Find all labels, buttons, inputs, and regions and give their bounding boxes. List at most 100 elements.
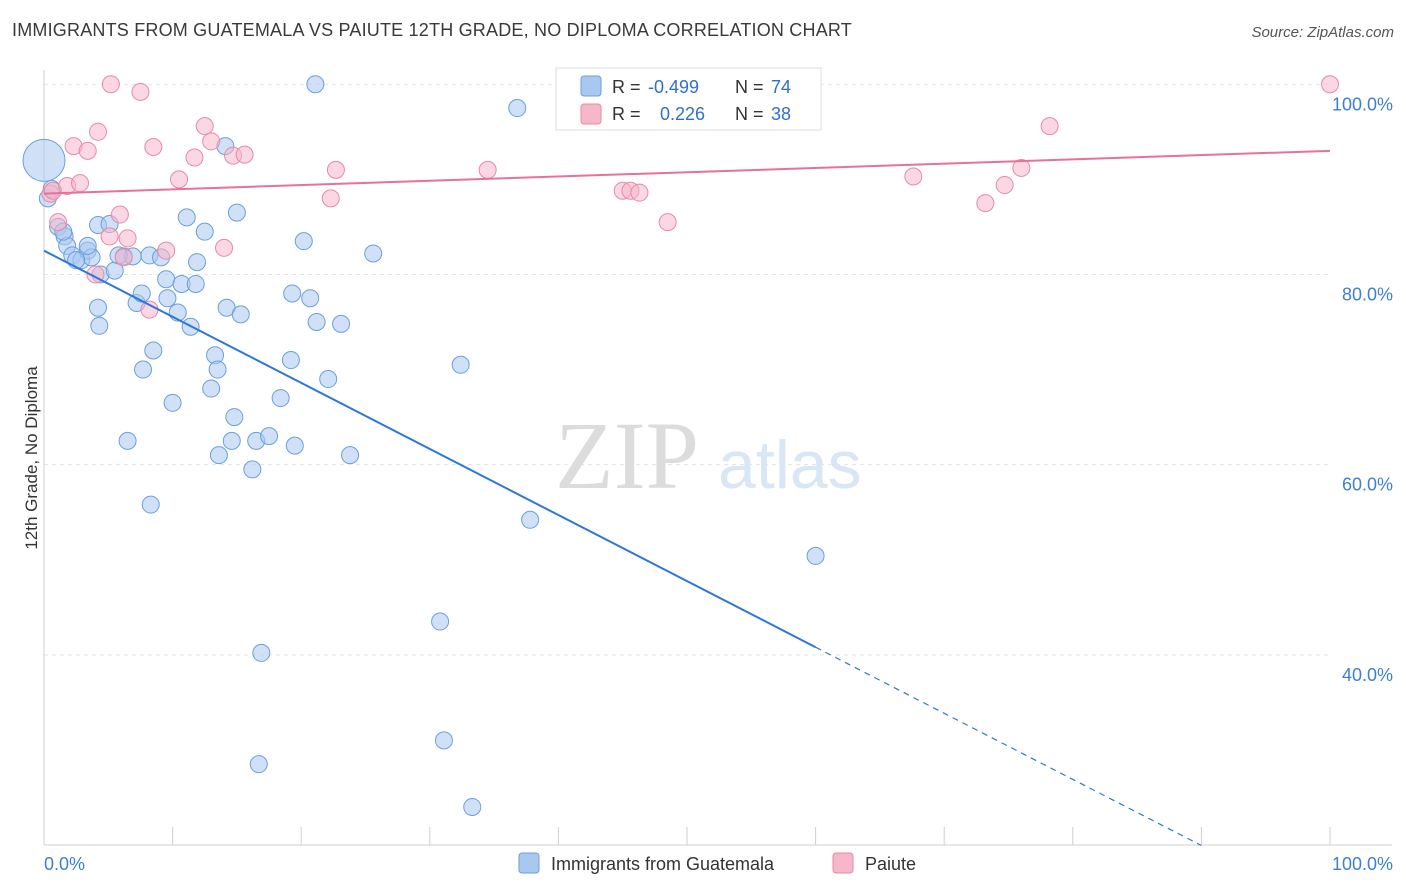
guatemala-point (249, 755, 268, 774)
watermark: ZIP atlas (555, 402, 862, 509)
guatemala-point (260, 427, 279, 446)
y-tick-label: 80.0% (1342, 284, 1393, 304)
paiute-point (478, 160, 497, 179)
guatemala-point (364, 244, 383, 263)
guatemala-point (90, 316, 109, 335)
guatemala-point (195, 222, 214, 241)
guatemala-point (301, 289, 320, 308)
guatemala-point (177, 208, 196, 227)
legend-label-guatemala: Immigrants from Guatemala (551, 854, 775, 874)
y-axis-title: 12th Grade, No Diploma (22, 366, 41, 550)
legend-r-value-1: -0.499 (648, 77, 699, 97)
legend-r-label-1: R = (612, 77, 641, 97)
guatemala-point (521, 510, 540, 529)
watermark-atlas: atlas (718, 427, 862, 503)
guatemala-point (463, 797, 482, 816)
y-tick-label: 40.0% (1342, 665, 1393, 685)
guatemala-point (806, 546, 825, 565)
guatemala-point (202, 379, 221, 398)
guatemala-point (78, 236, 97, 255)
guatemala-point (144, 341, 163, 360)
paiute-point (326, 160, 345, 179)
data-points (22, 75, 1339, 816)
paiute-point (140, 300, 159, 319)
axes: 0.0% 100.0% (43, 70, 1393, 874)
paiute-point (235, 145, 254, 164)
guatemala-point (252, 643, 271, 662)
paiute-point (185, 148, 204, 167)
paiute-point (202, 132, 221, 151)
guatemala-point (158, 289, 177, 308)
y-tick-label: 60.0% (1342, 475, 1393, 495)
y-tick-label: 100.0% (1332, 94, 1393, 114)
legend-n-label-1: N = (735, 77, 764, 97)
guatemala-point (227, 203, 246, 222)
guatemala-point (225, 408, 244, 427)
paiute-point (118, 229, 137, 248)
guatemala-point (319, 370, 338, 389)
guatemala-point (163, 393, 182, 412)
guatemala-point (283, 284, 302, 303)
guatemala-trend-extension (815, 646, 1202, 847)
paiute-point (995, 176, 1014, 195)
guatemala-point (231, 305, 250, 324)
y-axis-title-group: 12th Grade, No Diploma (22, 366, 41, 550)
guatemala-point (271, 389, 290, 408)
paiute-point (1321, 75, 1339, 94)
guatemala-point (134, 360, 153, 379)
guatemala-point (22, 138, 66, 182)
guatemala-point (188, 253, 207, 272)
guatemala-trend-line (43, 249, 817, 649)
paiute-point (78, 141, 97, 160)
guatemala-point (89, 298, 108, 317)
paiute-point (144, 138, 163, 157)
guatemala-point (208, 360, 227, 379)
guatemala-point (332, 314, 351, 333)
paiute-point (658, 213, 677, 232)
paiute-point (1040, 117, 1059, 136)
legend-swatch-pink (580, 103, 602, 125)
series-legend: Immigrants from Guatemala Paiute (518, 852, 916, 874)
guatemala-point (132, 284, 151, 303)
guatemala-point (307, 312, 326, 331)
guatemala-point (434, 731, 453, 750)
paiute-point (114, 248, 133, 267)
guatemala-point (285, 436, 304, 455)
legend-label-paiute: Paiute (865, 854, 916, 874)
guatemala-point (157, 270, 176, 289)
guatemala-point (431, 612, 450, 631)
guatemala-point (508, 99, 527, 118)
legend-r-label-2: R = (612, 104, 641, 124)
legend-r-value-2: 0.226 (660, 104, 705, 124)
x-tick-label-max: 100.0% (1332, 854, 1393, 874)
guatemala-point (341, 446, 360, 465)
chart-title: IMMIGRANTS FROM GUATEMALA VS PAIUTE 12TH… (12, 20, 852, 40)
legend-n-label-2: N = (735, 104, 764, 124)
guatemala-point (243, 460, 262, 479)
paiute-trend-line (43, 149, 1331, 195)
paiute-point (131, 82, 150, 101)
source-credit: Source: ZipAtlas.com (1251, 24, 1394, 41)
correlation-legend: R = -0.499 N = 74 R = 0.226 N = 38 (555, 67, 822, 131)
legend-swatch-guatemala (518, 852, 540, 874)
paiute-point (904, 167, 923, 186)
paiute-point (101, 75, 120, 94)
guatemala-point (209, 446, 228, 465)
guatemala-point (141, 495, 160, 514)
paiute-point (195, 117, 214, 136)
paiute-point (1012, 158, 1031, 177)
guatemala-point (222, 431, 241, 450)
guatemala-point (118, 431, 137, 450)
legend-n-value-2: 38 (771, 104, 791, 124)
paiute-point (321, 189, 340, 208)
legend-swatch-paiute (832, 852, 854, 874)
guatemala-point (294, 232, 313, 251)
watermark-zip: ZIP (555, 402, 699, 509)
paiute-point (100, 227, 119, 246)
paiute-point (71, 174, 90, 193)
paiute-point (215, 238, 234, 257)
guatemala-point (186, 274, 205, 293)
paiute-point (170, 170, 189, 189)
legend-swatch-blue (580, 75, 602, 97)
